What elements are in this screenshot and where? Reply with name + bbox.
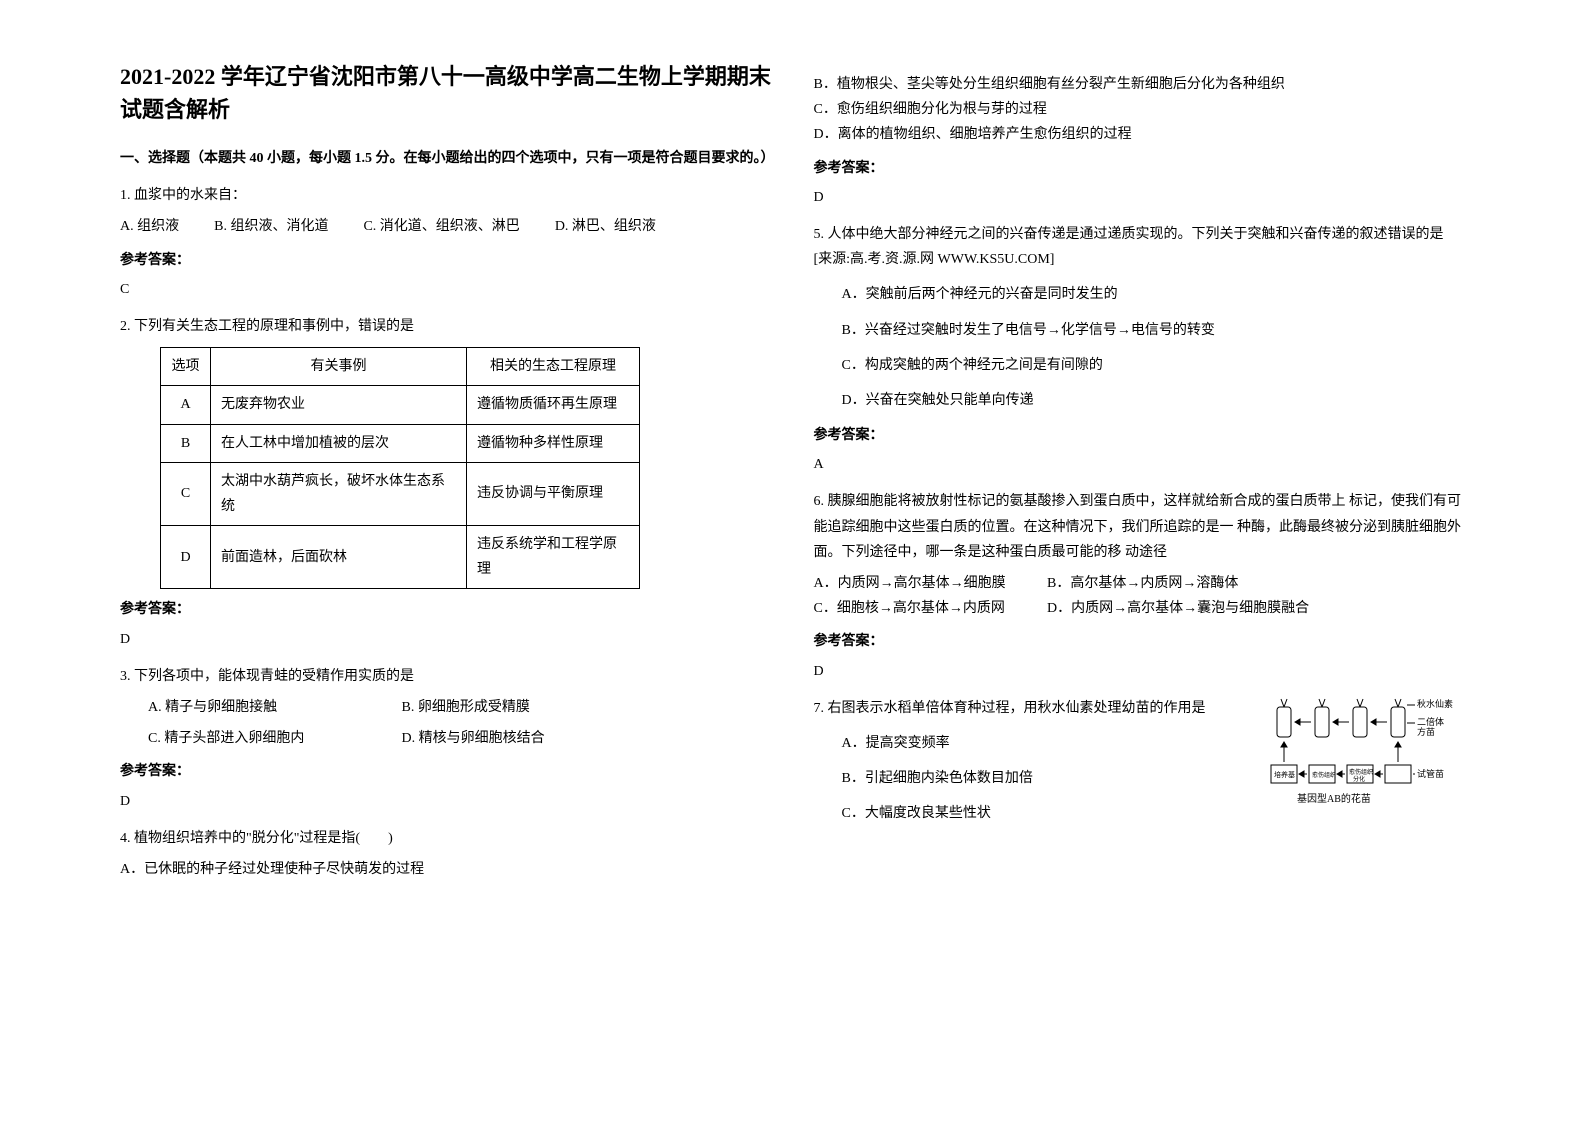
q2-th-1: 有关事例 [211,348,467,386]
diagram-label-2b: 方苗 [1417,726,1435,737]
q3-option-d: D. 精核与卵细胞核结合 [402,726,545,751]
question-7: 7. 右图表示水稻单倍体育种过程，用秋水仙素处理幼苗的作用是 [814,696,1468,827]
q2-r3-c2: 违反系统学和工程学原理 [467,526,640,589]
section-one-header: 一、选择题（本题共 40 小题，每小题 1.5 分。在每小题给出的四个选项中，只… [120,146,774,171]
q6-option-d: D．内质网→高尔基体→囊泡与细胞膜融合 [1047,596,1309,621]
q3-option-b: B. 卵细胞形成受精膜 [402,695,530,720]
q4-answer: D [814,185,1468,210]
question-4-partial: 4. 植物组织培养中的"脱分化"过程是指( ) A．已休眠的种子经过处理使种子尽… [120,826,774,882]
q6-answer: D [814,659,1468,684]
q3-answer: D [120,789,774,814]
q2-r1-c1: 在人工林中增加植被的层次 [211,424,467,462]
q4-text: 4. 植物组织培养中的"脱分化"过程是指( ) [120,826,774,851]
diagram-label-3: 试管苗 [1417,768,1444,779]
q3-option-a: A. 精子与卵细胞接触 [148,695,398,720]
q3-text: 3. 下列各项中，能体现青蛙的受精作用实质的是 [120,664,774,689]
q1-option-b: B. 组织液、消化道 [214,214,328,239]
q1-option-c: C. 消化道、组织液、淋巴 [363,214,519,239]
q2-r0-c2: 遵循物质循环再生原理 [467,386,640,424]
q7-diagram: 秋水仙素 二倍体 方苗 试管苗 培养基 愈伤组织 愈伤组织 分化 基因型AB的花… [1267,687,1467,836]
table-row: A 无废弃物农业 遵循物质循环再生原理 [161,386,640,424]
q2-r3-c0: D [161,526,211,589]
q5-text: 5. 人体中绝大部分神经元之间的兴奋传递是通过递质实现的。下列关于突触和兴奋传递… [814,222,1468,272]
q6-options-row2: C．细胞核→高尔基体→内质网 D．内质网→高尔基体→囊泡与细胞膜融合 [814,596,1468,621]
q2-r3-c1: 前面造林，后面砍林 [211,526,467,589]
question-1: 1. 血浆中的水来自： A. 组织液 B. 组织液、消化道 C. 消化道、组织液… [120,183,774,302]
question-3: 3. 下列各项中，能体现青蛙的受精作用实质的是 A. 精子与卵细胞接触 B. 卵… [120,664,774,814]
exam-title: 2021-2022 学年辽宁省沈阳市第八十一高级中学高二生物上学期期末试题含解析 [120,60,774,126]
question-2: 2. 下列有关生态工程的原理和事例中，错误的是 选项 有关事例 相关的生态工程原… [120,314,774,652]
q1-option-a: A. 组织液 [120,214,179,239]
diagram-label-7: 基因型AB的花苗 [1297,792,1371,805]
q2-r1-c2: 遵循物种多样性原理 [467,424,640,462]
q5-option-a: A．突触前后两个神经元的兴奋是同时发生的 [814,282,1468,307]
left-column: 2021-2022 学年辽宁省沈阳市第八十一高级中学高二生物上学期期末试题含解析… [100,60,794,1062]
diagram-label-5: 愈伤组织 [1312,771,1336,779]
q5-answer: A [814,452,1468,477]
diagram-label-4a: 愈伤组织 [1349,768,1373,776]
q4-option-c: C．愈伤组织细胞分化为根与芽的过程 [814,97,1468,122]
q3-answer-label: 参考答案： [120,759,774,784]
diagram-label-2: 二倍体 [1417,716,1444,727]
table-header-row: 选项 有关事例 相关的生态工程原理 [161,348,640,386]
q2-th-2: 相关的生态工程原理 [467,348,640,386]
table-row: C 太湖中水葫芦疯长，破坏水体生态系统 违反协调与平衡原理 [161,462,640,525]
diagram-label-1: 秋水仙素 [1417,698,1453,709]
q1-text: 1. 血浆中的水来自： [120,183,774,208]
q1-options: A. 组织液 B. 组织液、消化道 C. 消化道、组织液、淋巴 D. 淋巴、组织… [120,214,774,239]
q2-r0-c0: A [161,386,211,424]
q5-answer-label: 参考答案： [814,423,1468,448]
q6-text: 6. 胰腺细胞能将被放射性标记的氨基酸掺入到蛋白质中，这样就给新合成的蛋白质带上… [814,489,1468,565]
table-row: B 在人工林中增加植被的层次 遵循物种多样性原理 [161,424,640,462]
q2-text: 2. 下列有关生态工程的原理和事例中，错误的是 [120,314,774,339]
question-5: 5. 人体中绝大部分神经元之间的兴奋传递是通过递质实现的。下列关于突触和兴奋传递… [814,222,1468,478]
q4-option-a: A．已休眠的种子经过处理使种子尽快萌发的过程 [120,857,774,882]
q1-answer: C [120,277,774,302]
q2-r0-c1: 无废弃物农业 [211,386,467,424]
q2-answer-label: 参考答案： [120,597,774,622]
q2-answer: D [120,627,774,652]
right-column: B．植物根尖、茎尖等处分生组织细胞有丝分裂产生新细胞后分化为各种组织 C．愈伤组… [794,60,1488,1062]
q3-option-c: C. 精子头部进入卵细胞内 [148,726,398,751]
q6-answer-label: 参考答案： [814,629,1468,654]
q5-option-c: C．构成突触的两个神经元之间是有间隙的 [814,353,1468,378]
q2-table: 选项 有关事例 相关的生态工程原理 A 无废弃物农业 遵循物质循环再生原理 B … [160,347,640,589]
q2-r2-c1: 太湖中水葫芦疯长，破坏水体生态系统 [211,462,467,525]
table-row: D 前面造林，后面砍林 违反系统学和工程学原理 [161,526,640,589]
diagram-label-6: 培养基 [1274,770,1295,779]
question-4-continued: B．植物根尖、茎尖等处分生组织细胞有丝分裂产生新细胞后分化为各种组织 C．愈伤组… [814,72,1468,210]
q3-options-row2: C. 精子头部进入卵细胞内 D. 精核与卵细胞核结合 [120,726,774,751]
q3-options-row1: A. 精子与卵细胞接触 B. 卵细胞形成受精膜 [120,695,774,720]
q6-options-row1: A．内质网→高尔基体→细胞膜 B．高尔基体→内质网→溶酶体 [814,571,1468,596]
q6-option-b: B．高尔基体→内质网→溶酶体 [1047,571,1238,596]
q6-option-c: C．细胞核→高尔基体→内质网 [814,596,1044,621]
q5-option-d: D．兴奋在突触处只能单向传递 [814,388,1468,413]
q5-option-b: B．兴奋经过突触时发生了电信号→化学信号→电信号的转变 [814,318,1468,343]
question-6: 6. 胰腺细胞能将被放射性标记的氨基酸掺入到蛋白质中，这样就给新合成的蛋白质带上… [814,489,1468,683]
q4-answer-label: 参考答案： [814,156,1468,181]
q4-option-d: D．离体的植物组织、细胞培养产生愈伤组织的过程 [814,122,1468,147]
q6-option-a: A．内质网→高尔基体→细胞膜 [814,571,1044,596]
q4-option-b: B．植物根尖、茎尖等处分生组织细胞有丝分裂产生新细胞后分化为各种组织 [814,72,1468,97]
q2-r2-c2: 违反协调与平衡原理 [467,462,640,525]
q1-answer-label: 参考答案： [120,248,774,273]
q1-option-d: D. 淋巴、组织液 [555,214,656,239]
breeding-diagram-icon: 秋水仙素 二倍体 方苗 试管苗 培养基 愈伤组织 愈伤组织 分化 基因型AB的花… [1267,687,1467,827]
q2-r2-c0: C [161,462,211,525]
q2-r1-c0: B [161,424,211,462]
diagram-label-4b: 分化 [1353,775,1365,783]
q2-th-0: 选项 [161,348,211,386]
